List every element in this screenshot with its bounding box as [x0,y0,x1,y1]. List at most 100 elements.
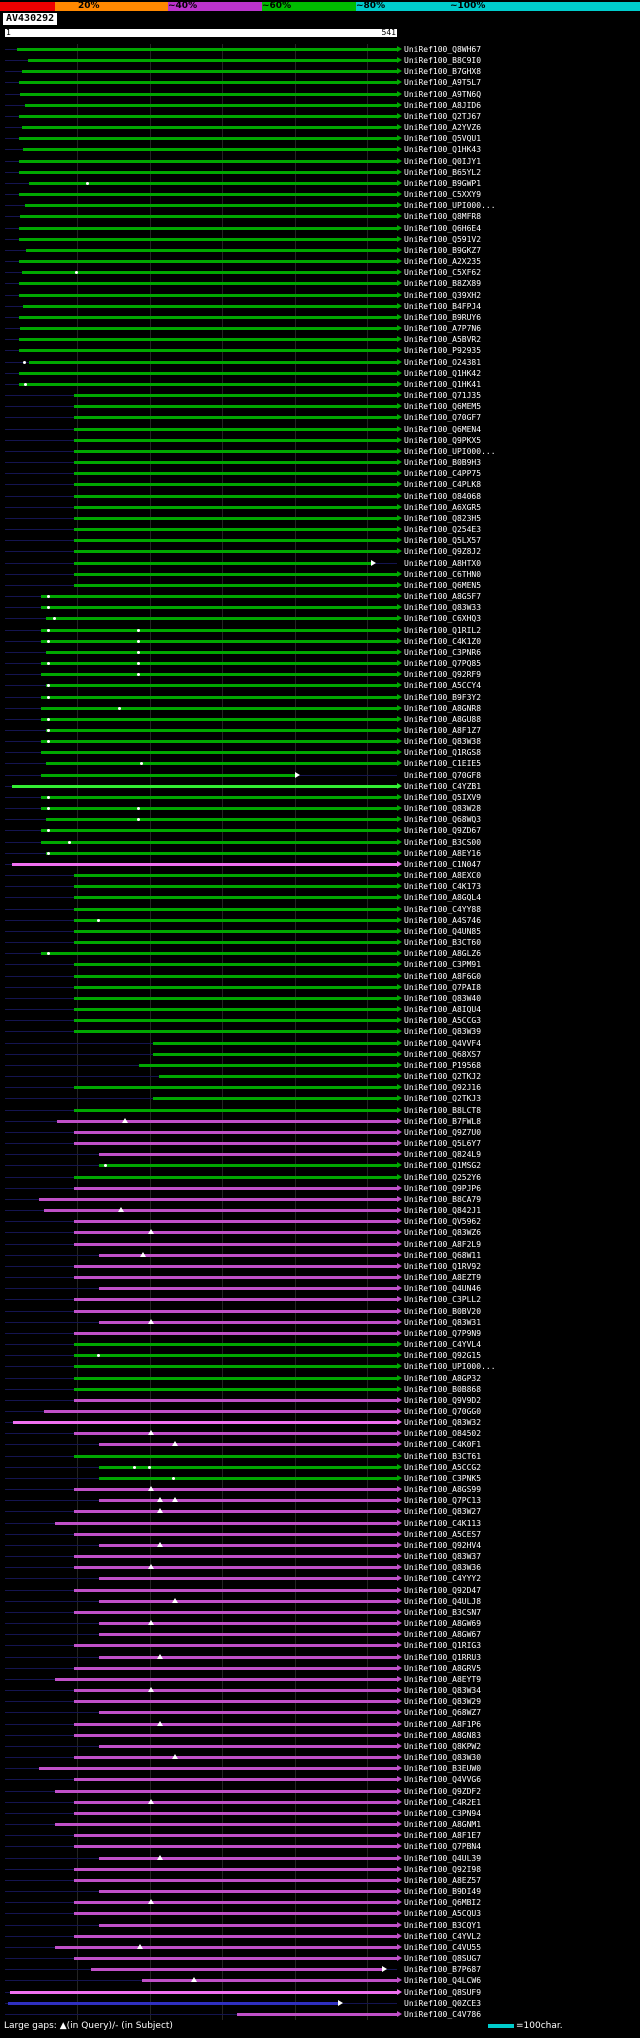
hit-label[interactable]: UniRef100_Q9ZDF2 [404,1786,482,1796]
hit-label[interactable]: UniRef100_Q70GF8 [404,770,482,780]
alignment-row[interactable]: UniRef100_Q1RV92 [0,1261,640,1272]
hit-bar[interactable] [20,327,397,331]
hit-bar[interactable] [55,1823,397,1827]
alignment-row[interactable]: UniRef100_Q92G15 [0,1350,640,1361]
alignment-row[interactable]: UniRef100_Q6MBI2 [0,1897,640,1908]
hit-label[interactable]: UniRef100_Q1MSG2 [404,1161,482,1171]
alignment-row[interactable]: UniRef100_A5CCY4 [0,680,640,691]
hit-label[interactable]: UniRef100_Q1RIG3 [404,1641,482,1651]
hit-label[interactable]: UniRef100_C4YZB1 [404,781,482,791]
hit-bar[interactable] [18,349,397,353]
hit-bar[interactable] [18,260,397,264]
hit-label[interactable]: UniRef100_B3CT60 [404,938,482,948]
hit-label[interactable]: UniRef100_A8GLZ6 [404,949,482,959]
hit-label[interactable]: UniRef100_O84068 [404,491,482,501]
hit-label[interactable]: UniRef100_A8EY16 [404,848,482,858]
hit-label[interactable]: UniRef100_B8C9I0 [404,56,482,66]
alignment-row[interactable]: UniRef100_A8G5F7 [0,591,640,602]
hit-label[interactable]: UniRef100_UPI000... [404,201,496,211]
hit-bar[interactable] [41,717,397,721]
alignment-row[interactable]: UniRef100_Q83W29 [0,1696,640,1707]
hit-label[interactable]: UniRef100_C4PLK8 [404,480,482,490]
alignment-row[interactable]: UniRef100_A5CCG2 [0,1462,640,1473]
hit-bar[interactable] [41,795,397,799]
hit-label[interactable]: UniRef100_Q1HK41 [404,379,482,389]
hit-label[interactable]: UniRef100_P19568 [404,1060,482,1070]
hit-label[interactable]: UniRef100_Q1RV92 [404,1261,482,1271]
hit-bar[interactable] [158,1075,397,1079]
alignment-row[interactable]: UniRef100_Q92RF9 [0,669,640,680]
hit-bar[interactable] [74,505,397,509]
hit-bar[interactable] [74,1387,397,1391]
alignment-row[interactable]: UniRef100_Q83W31 [0,1317,640,1328]
alignment-row[interactable]: UniRef100_A8GS99 [0,1484,640,1495]
hit-bar[interactable] [74,494,397,498]
alignment-row[interactable]: UniRef100_A6XGR5 [0,502,640,513]
hit-label[interactable]: UniRef100_Q7PAI8 [404,982,482,992]
hit-label[interactable]: UniRef100_Q9ZD67 [404,826,482,836]
hit-label[interactable]: UniRef100_A8GN83 [404,1730,482,1740]
hit-bar[interactable] [74,1130,397,1134]
hit-label[interactable]: UniRef100_A8F1Z7 [404,725,482,735]
hit-label[interactable]: UniRef100_B8ZX89 [404,279,482,289]
hit-label[interactable]: UniRef100_Q68WZ7 [404,1708,482,1718]
alignment-row[interactable]: UniRef100_C4K113 [0,1518,640,1529]
alignment-row[interactable]: UniRef100_Q92HV4 [0,1540,640,1551]
hit-label[interactable]: UniRef100_Q5LX57 [404,536,482,546]
hit-label[interactable]: UniRef100_B65YL2 [404,167,482,177]
hit-label[interactable]: UniRef100_Q68XS7 [404,1049,482,1059]
hit-bar[interactable] [46,684,397,688]
hit-label[interactable]: UniRef100_B3CT61 [404,1451,482,1461]
hit-bar[interactable] [74,1800,397,1804]
hit-bar[interactable] [18,159,397,163]
hit-label[interactable]: UniRef100_Q4LCW6 [404,1976,482,1986]
hit-bar[interactable] [74,528,397,532]
hit-bar[interactable] [74,1398,397,1402]
hit-bar[interactable] [41,662,397,665]
hit-bar[interactable] [74,1610,397,1614]
alignment-row[interactable]: UniRef100_Q92I98 [0,1864,640,1875]
hit-bar[interactable] [139,1063,397,1067]
hit-label[interactable]: UniRef100_C4K113 [404,1518,482,1528]
alignment-row[interactable]: UniRef100_A8GRV5 [0,1663,640,1674]
hit-bar[interactable] [55,1677,397,1681]
alignment-row[interactable]: UniRef100_Q1HK43 [0,144,640,155]
hit-label[interactable]: UniRef100_Q92J16 [404,1083,482,1093]
hit-label[interactable]: UniRef100_Q7PBN4 [404,1842,482,1852]
hit-label[interactable]: UniRef100_A8GS99 [404,1485,482,1495]
hit-label[interactable]: UniRef100_Q83W37 [404,1552,482,1562]
alignment-row[interactable]: UniRef100_A5CQU3 [0,1908,640,1919]
hit-label[interactable]: UniRef100_Q8MFR8 [404,212,482,222]
hit-label[interactable]: UniRef100_A4S746 [404,915,482,925]
hit-bar[interactable] [18,170,397,174]
hit-label[interactable]: UniRef100_A5CQU3 [404,1909,482,1919]
hit-bar[interactable] [74,472,397,476]
hit-label[interactable]: UniRef100_Q823H5 [404,513,482,523]
alignment-row[interactable]: UniRef100_B7FWL8 [0,1116,640,1127]
hit-bar[interactable] [74,1008,397,1012]
hit-label[interactable]: UniRef100_Q70GF7 [404,413,482,423]
hit-bar[interactable] [74,1733,397,1737]
hit-bar[interactable] [55,1945,397,1949]
alignment-row[interactable]: UniRef100_A8GNR8 [0,703,640,714]
alignment-row[interactable]: UniRef100_P19568 [0,1060,640,1071]
hit-label[interactable]: UniRef100_A8GU88 [404,714,482,724]
hit-bar[interactable] [39,1767,397,1771]
hit-label[interactable]: UniRef100_Q83W38 [404,737,482,747]
hit-bar[interactable] [26,248,397,252]
hit-label[interactable]: UniRef100_Q92RF9 [404,670,482,680]
hit-bar[interactable] [74,550,397,554]
hit-label[interactable]: UniRef100_Q92D47 [404,1585,482,1595]
alignment-row[interactable]: UniRef100_Q5L6Y7 [0,1138,640,1149]
hit-bar[interactable] [74,1231,397,1235]
hit-label[interactable]: UniRef100_Q68WQ3 [404,815,482,825]
hit-label[interactable]: UniRef100_Q4VVF4 [404,1038,482,1048]
hit-bar[interactable] [18,237,397,241]
hit-label[interactable]: UniRef100_B8LCT8 [404,1105,482,1115]
hit-bar[interactable] [18,137,397,141]
hit-label[interactable]: UniRef100_C4YYY2 [404,1574,482,1584]
hit-bar[interactable] [74,1532,397,1536]
hit-label[interactable]: UniRef100_C4YY88 [404,904,482,914]
hit-bar[interactable] [74,1019,397,1023]
hit-bar[interactable] [74,572,397,576]
